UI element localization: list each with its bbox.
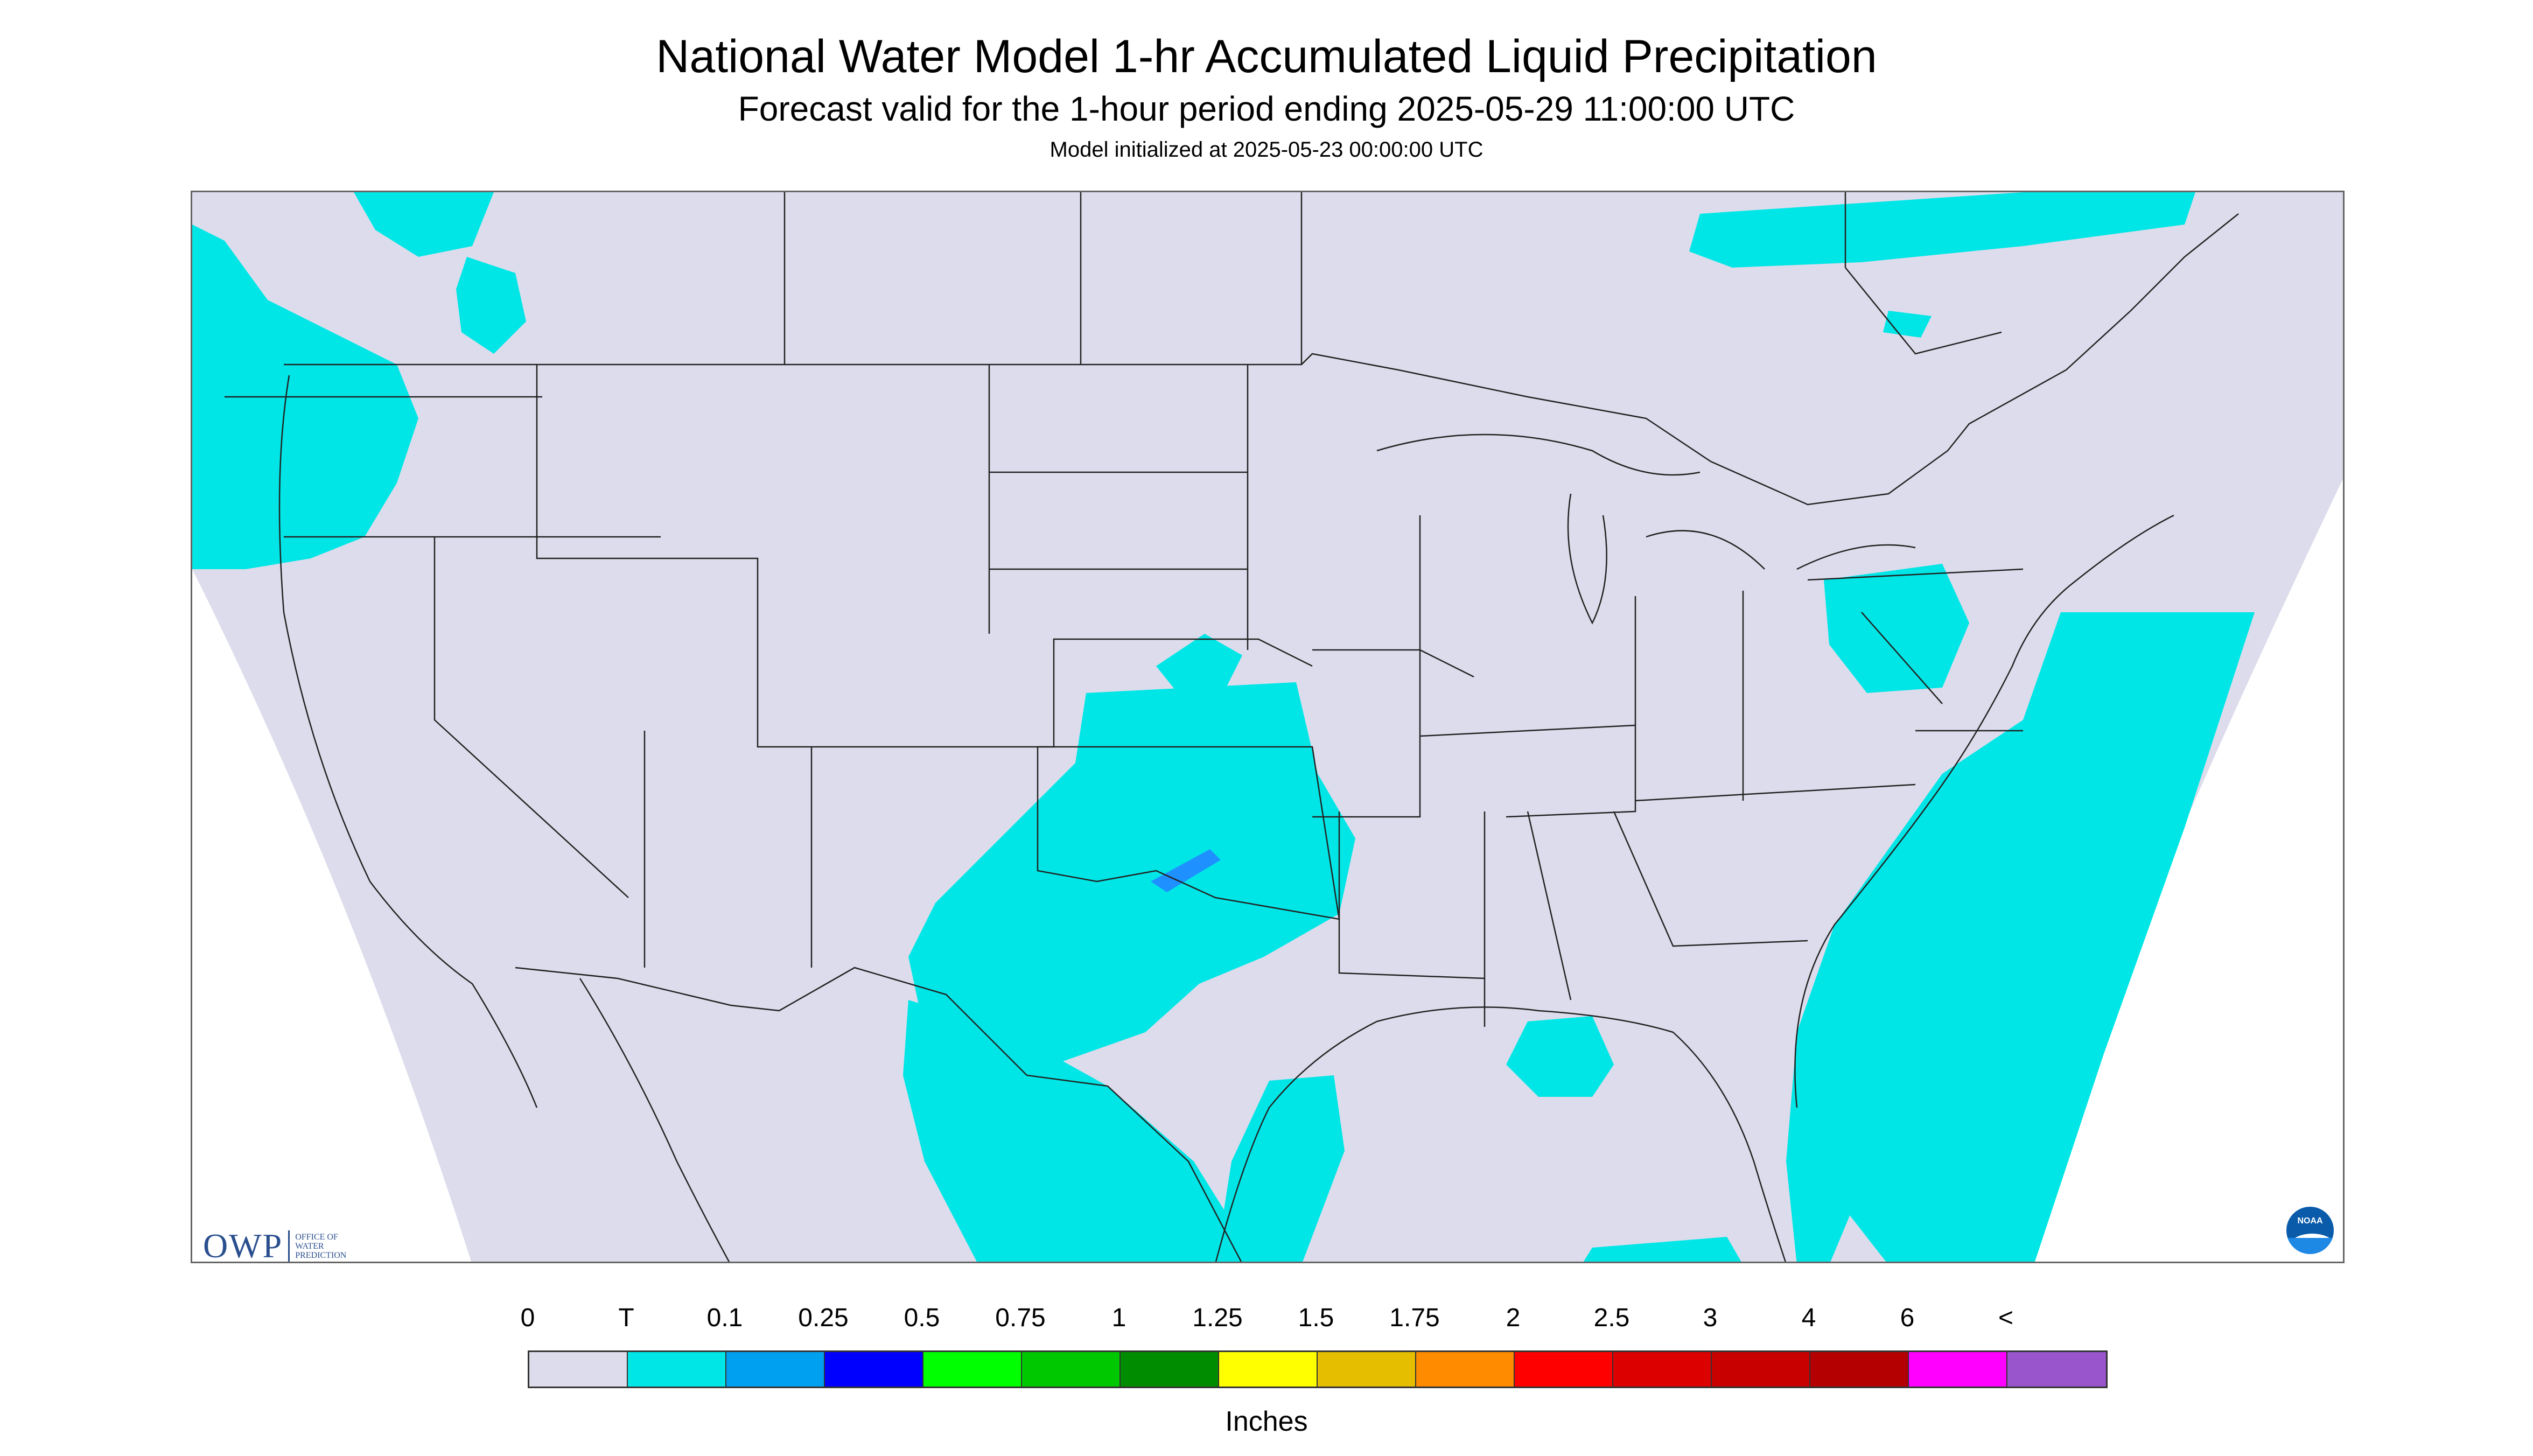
- projection-mask-left: [192, 569, 472, 1262]
- canada-provinces: [783, 192, 2002, 365]
- precip-gulf-central: [1506, 1016, 1614, 1097]
- state-line-ok-tx: [1037, 746, 1340, 920]
- precip-idaho: [456, 257, 526, 354]
- precip-trace-areas: [192, 192, 2255, 1262]
- precip-quebec: [1689, 192, 2195, 268]
- noaa-logo: NOAA: [2284, 1205, 2336, 1256]
- owp-logo-mark: OWP: [203, 1227, 283, 1263]
- legend-swatch: [726, 1352, 825, 1387]
- owp-logo: OWP OFFICE OF WATER PREDICTION: [203, 1226, 346, 1263]
- legend-label: 0.25: [798, 1304, 849, 1332]
- legend-label: 2.5: [1593, 1304, 1630, 1332]
- legend-swatch: [1318, 1352, 1416, 1387]
- state-line-east: [1635, 568, 2024, 802]
- precip-eastern-florida: [1786, 1032, 1872, 1262]
- legend-label: 0: [520, 1304, 535, 1332]
- precip-gulf-west: [1215, 1075, 1345, 1262]
- legend-swatch: [1515, 1352, 1613, 1387]
- legend-units: Inches: [1225, 1406, 1308, 1437]
- legend-swatch: [1810, 1352, 1909, 1387]
- noaa-logo-label: NOAA: [2297, 1216, 2323, 1226]
- legend-label: 1.25: [1192, 1304, 1243, 1332]
- precip-atlantic-offshore: [1797, 612, 2255, 1262]
- us-canada-border: [284, 213, 2239, 506]
- legend-swatch: [1909, 1352, 2007, 1387]
- state-line-south: [1338, 811, 1808, 1027]
- legend-swatch: [1022, 1352, 1121, 1387]
- state-line-rockies: [536, 365, 1313, 748]
- state-line-dakotas: [988, 365, 1249, 650]
- noaa-logo-base: [2286, 1238, 2334, 1254]
- precip-southern-plains: [908, 682, 1355, 1075]
- precip-heavier-band: [1151, 849, 1221, 892]
- legend-swatch: [628, 1352, 726, 1387]
- owp-logo-line2: WATER: [295, 1241, 324, 1251]
- legend-label: 0.5: [904, 1304, 940, 1332]
- gulf-coast: [1215, 1006, 1786, 1262]
- legend-swatch: [923, 1352, 1022, 1387]
- owp-logo-line3: PREDICTION: [295, 1250, 347, 1260]
- legend-label: 0.1: [706, 1304, 743, 1332]
- map-title: National Water Model 1-hr Accumulated Li…: [656, 31, 1877, 82]
- us-west-coast: [278, 375, 538, 1108]
- legend-label: 2: [1506, 1304, 1521, 1332]
- map-subtitle: Forecast valid for the 1-hour period end…: [738, 89, 1795, 128]
- precip-mid-atlantic: [1824, 564, 1969, 693]
- map-canvas: [192, 192, 2343, 1262]
- precipitation-map: OWP OFFICE OF WATER PREDICTION NOAA: [191, 191, 2345, 1263]
- legend-color-bar: [528, 1350, 2108, 1388]
- legend-label: 1: [1111, 1304, 1126, 1332]
- legend-label: 3: [1703, 1304, 1718, 1332]
- legend-swatch: [825, 1352, 923, 1387]
- legend-label: 1.75: [1389, 1304, 1440, 1332]
- model-init-time: Model initialized at 2025-05-23 00:00:00…: [1049, 138, 1484, 162]
- precip-northern-mexico: [903, 1000, 1257, 1262]
- legend-swatch: [1121, 1352, 1219, 1387]
- legend-label: 0.75: [995, 1304, 1046, 1332]
- legend-labels: 0 T 0.1 0.25 0.5 0.75 1 1.25 1.5 1.75 2 2.5 3 4 6 <: [0, 1303, 2533, 1335]
- legend-swatch: [1416, 1352, 1515, 1387]
- precip-kansas-cell: [1156, 634, 1242, 693]
- atlantic-coast: [1794, 514, 2174, 1108]
- precip-ontario-bits: [1883, 311, 1932, 338]
- state-line-nv: [433, 537, 629, 898]
- legend-swatch: [1219, 1352, 1318, 1387]
- boundaries: [225, 192, 2239, 1262]
- baja-coast: [579, 978, 730, 1262]
- state-line-midwest: [1312, 515, 1636, 818]
- legend-label: 4: [1801, 1304, 1816, 1332]
- legend-swatch: [529, 1352, 628, 1387]
- us-mexico-border: [515, 967, 1242, 1262]
- legend-swatch: [2007, 1352, 2106, 1387]
- great-lakes: [1376, 433, 1916, 625]
- legend-label: 6: [1900, 1304, 1915, 1332]
- owp-logo-line1: OFFICE OF: [295, 1232, 338, 1242]
- precip-nw-interior: [354, 192, 494, 257]
- precip-cuba-bits: [1583, 1237, 1741, 1262]
- legend-label: <: [1998, 1304, 2014, 1332]
- legend-label: 1.5: [1298, 1304, 1334, 1332]
- owp-logo-text: OFFICE OF WATER PREDICTION: [295, 1233, 346, 1260]
- legend-swatch: [1613, 1352, 1712, 1387]
- owp-logo-divider: [288, 1230, 290, 1262]
- legend-label: T: [618, 1304, 634, 1332]
- legend-swatch: [1712, 1352, 1810, 1387]
